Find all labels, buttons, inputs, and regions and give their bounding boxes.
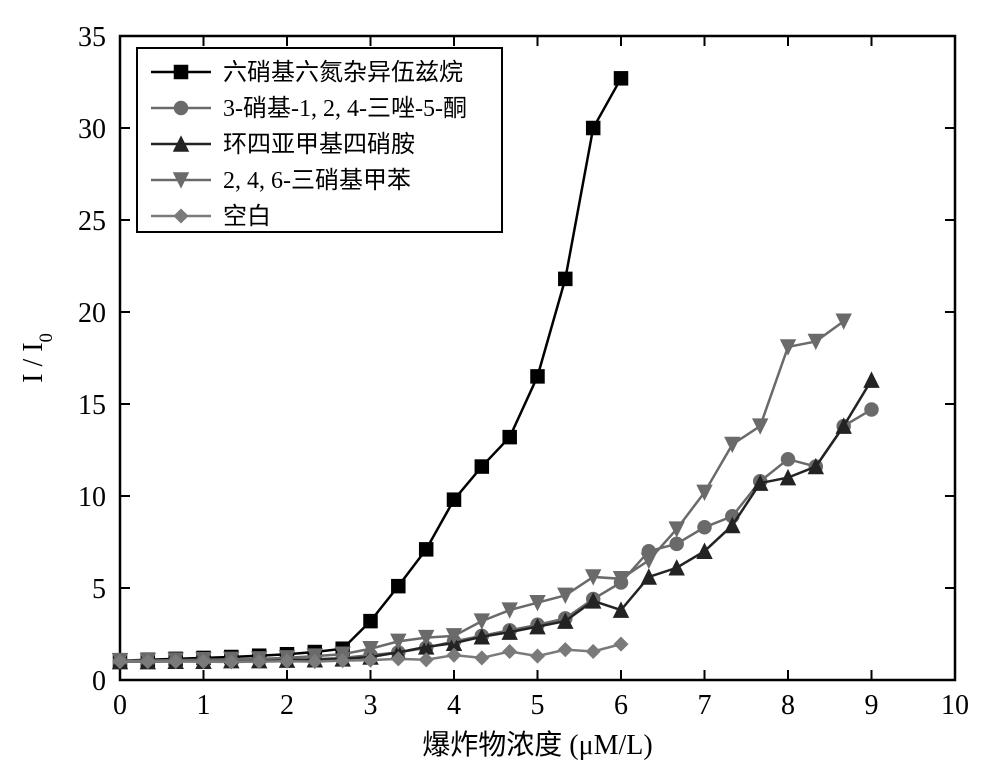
legend-item: 六硝基六氮杂异伍兹烷 [151, 59, 463, 86]
square-marker [392, 580, 405, 593]
x-axis-label: 爆炸物浓度 (μM/L) [422, 729, 652, 761]
series-line [120, 78, 621, 660]
x-tick-label: 3 [364, 690, 378, 721]
diamond-marker [175, 210, 188, 223]
x-tick-label: 0 [113, 690, 127, 721]
diamond-marker [420, 653, 433, 666]
y-tick-label: 30 [78, 114, 106, 145]
square-marker [175, 66, 188, 79]
diamond-marker [531, 650, 544, 663]
series [114, 403, 879, 668]
x-tick-label: 8 [781, 690, 795, 721]
square-marker [531, 370, 544, 383]
x-tick-label: 7 [698, 690, 712, 721]
square-marker [475, 460, 488, 473]
diamond-marker [615, 638, 628, 651]
legend-item: 环四亚甲基四硝胺 [151, 131, 415, 158]
series-line [120, 321, 844, 660]
diamond-marker [475, 651, 488, 664]
triangle-down-marker [642, 553, 656, 567]
triangle-down-marker [753, 419, 767, 433]
triangle-down-marker [475, 614, 489, 628]
series [114, 72, 628, 667]
svg-text:I / I0: I / I0 [18, 333, 56, 383]
y-tick-label: 10 [78, 482, 106, 513]
fluorescence-vs-concentration-chart: 0 1 2 3 4 5 6 7 8 9 10 0 5 10 15 20 25 30 35 爆炸物浓度 (μM/L) I … [0, 0, 1000, 764]
diamond-marker [503, 645, 516, 658]
legend-item: 3-硝基-1, 2, 4-三唑-5-酮 [151, 95, 467, 122]
y-tick-label: 5 [92, 574, 106, 605]
square-marker [448, 493, 461, 506]
x-tick-label: 2 [280, 690, 294, 721]
x-tick-label: 1 [197, 690, 211, 721]
circle-marker [782, 453, 795, 466]
x-tick-label: 5 [531, 690, 545, 721]
legend-label: 空白 [223, 203, 271, 230]
square-marker [364, 615, 377, 628]
triangle-up-marker [642, 570, 656, 584]
legend-item: 空白 [151, 203, 271, 230]
triangle-up-marker [865, 373, 879, 387]
y-tick-label: 20 [78, 298, 106, 329]
series-line [120, 410, 872, 662]
triangle-down-marker [531, 596, 545, 610]
y-tick-label: 15 [78, 390, 106, 421]
square-marker [420, 543, 433, 556]
triangle-down-marker [558, 588, 572, 602]
triangle-down-marker [503, 603, 517, 617]
legend-item: 2, 4, 6-三硝基甲苯 [151, 167, 411, 194]
square-marker [559, 272, 572, 285]
circle-marker [175, 102, 188, 115]
legend: 六硝基六氮杂异伍兹烷 3-硝基-1, 2, 4-三唑-5-酮环四亚甲基四硝胺 2, … [137, 48, 502, 232]
series [113, 314, 851, 667]
square-marker [615, 72, 628, 85]
legend-label: 六硝基六氮杂异伍兹烷 [223, 59, 463, 86]
legend-label: 2, 4, 6-三硝基甲苯 [223, 167, 411, 194]
circle-marker [698, 521, 711, 534]
x-tick-label: 9 [865, 690, 879, 721]
diamond-marker [559, 643, 572, 656]
triangle-down-marker [725, 437, 739, 451]
x-tick-label: 4 [447, 690, 461, 721]
x-tick-label: 6 [614, 690, 628, 721]
x-tick-label: 10 [941, 690, 969, 721]
triangle-up-marker [670, 561, 684, 575]
square-marker [587, 122, 600, 135]
chart-wrapper: 0 1 2 3 4 5 6 7 8 9 10 0 5 10 15 20 25 30 35 爆炸物浓度 (μM/L) I … [0, 0, 1000, 764]
diamond-marker [587, 645, 600, 658]
y-tick-label: 0 [92, 666, 106, 697]
y-tick-label: 35 [78, 22, 106, 53]
circle-marker [865, 403, 878, 416]
square-marker [503, 431, 516, 444]
y-tick-label: 25 [78, 206, 106, 237]
circle-marker [670, 537, 683, 550]
legend-label: 3-硝基-1, 2, 4-三唑-5-酮 [223, 95, 467, 122]
y-axis-label: I / I0 [18, 333, 56, 383]
legend-label: 环四亚甲基四硝胺 [223, 131, 415, 158]
